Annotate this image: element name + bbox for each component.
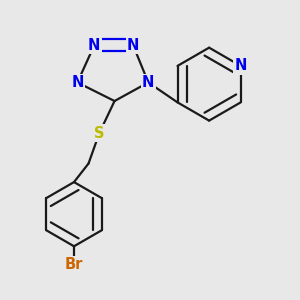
Text: N: N [88, 38, 100, 53]
Text: N: N [127, 38, 139, 53]
Text: N: N [235, 58, 247, 74]
Text: N: N [71, 75, 84, 90]
Text: S: S [94, 126, 105, 141]
Text: N: N [142, 75, 154, 90]
Text: Br: Br [65, 257, 83, 272]
